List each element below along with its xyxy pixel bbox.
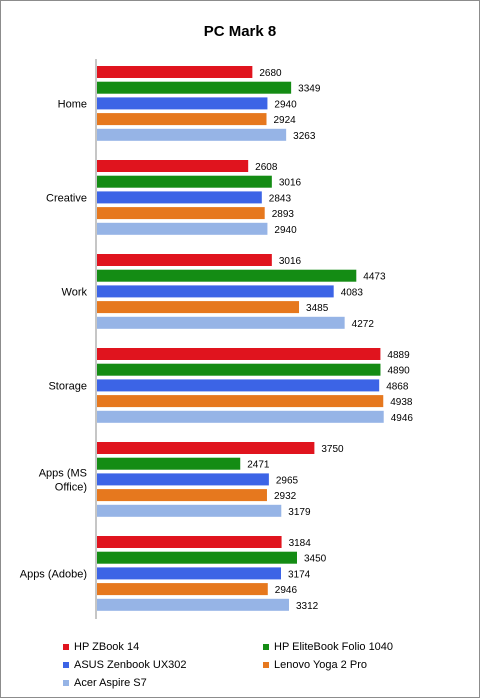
legend-swatch — [263, 662, 269, 668]
data-label: 4946 — [391, 413, 414, 424]
category-label: Home — [58, 98, 87, 110]
data-label: 2924 — [274, 115, 297, 126]
legend-swatch — [63, 680, 69, 686]
category-label: Work — [62, 286, 88, 298]
bar — [97, 551, 297, 564]
bar — [97, 442, 315, 454]
legend-item: ASUS Zenbook UX302 — [63, 659, 187, 671]
bar — [97, 128, 287, 141]
bar-chart-plot: Home26803349294029243263Creative26083016… — [20, 59, 414, 619]
bar — [97, 489, 267, 502]
data-label: 3263 — [293, 131, 316, 142]
legend-label: Acer Aspire S7 — [74, 677, 147, 689]
bar — [97, 301, 300, 314]
category-label: Apps (MS — [39, 467, 87, 479]
category-label: Office) — [55, 481, 87, 493]
legend-label: HP ZBook 14 — [74, 641, 140, 653]
bar — [97, 348, 381, 360]
data-label: 3184 — [289, 538, 312, 549]
category-label: Creative — [46, 192, 87, 204]
bar — [97, 567, 281, 580]
data-label: 2932 — [274, 491, 297, 502]
bar — [97, 473, 269, 486]
data-label: 4889 — [387, 350, 410, 361]
data-label: 4868 — [386, 381, 409, 392]
bar — [97, 316, 345, 329]
chart-title: PC Mark 8 — [203, 23, 277, 40]
category-label: Storage — [48, 380, 87, 392]
data-label: 3450 — [304, 554, 327, 565]
bar — [97, 410, 384, 423]
bar — [97, 583, 268, 596]
legend-label: HP EliteBook Folio 1040 — [274, 641, 394, 653]
data-label: 2843 — [269, 193, 292, 204]
category-label: Apps (Adobe) — [20, 568, 87, 580]
data-label: 2680 — [259, 68, 282, 79]
bar — [97, 254, 272, 266]
legend-swatch — [63, 662, 69, 668]
legend-item: HP ZBook 14 — [63, 641, 139, 653]
bar — [97, 175, 272, 188]
bar — [97, 285, 334, 298]
data-label: 3016 — [279, 256, 302, 267]
data-label: 4473 — [363, 272, 386, 283]
data-label: 4938 — [390, 397, 413, 408]
legend-label: Lenovo Yoga 2 Pro — [274, 659, 367, 671]
data-label: 2893 — [272, 209, 295, 220]
data-label: 2946 — [275, 585, 298, 596]
data-label: 2608 — [255, 162, 278, 173]
bar — [97, 222, 268, 235]
bar — [97, 379, 380, 392]
data-label: 4890 — [387, 366, 410, 377]
legend-swatch — [63, 644, 69, 650]
legend-item: HP EliteBook Folio 1040 — [263, 641, 393, 653]
bar — [97, 191, 262, 204]
bar — [97, 395, 384, 408]
data-label: 3016 — [279, 178, 302, 189]
bar — [97, 207, 265, 220]
bar — [97, 160, 249, 172]
data-label: 2471 — [247, 460, 270, 471]
bar — [97, 81, 292, 94]
data-label: 3312 — [296, 601, 319, 612]
bar — [97, 536, 282, 548]
bar — [97, 97, 268, 110]
data-label: 3179 — [288, 507, 311, 518]
bar — [97, 457, 241, 470]
bar — [97, 269, 357, 282]
data-label: 2940 — [274, 225, 297, 236]
bar — [97, 66, 253, 78]
legend-label: ASUS Zenbook UX302 — [74, 659, 187, 671]
bar — [97, 363, 381, 376]
bar — [97, 504, 282, 517]
bar — [97, 113, 267, 126]
legend-swatch — [263, 644, 269, 650]
data-label: 3349 — [298, 84, 321, 95]
data-label: 3174 — [288, 569, 311, 580]
data-label: 4272 — [352, 319, 375, 330]
data-label: 4083 — [341, 287, 364, 298]
data-label: 3750 — [321, 444, 344, 455]
legend-item: Acer Aspire S7 — [63, 677, 147, 689]
bar — [97, 598, 289, 611]
legend-item: Lenovo Yoga 2 Pro — [263, 659, 367, 671]
data-label: 2965 — [276, 475, 299, 486]
data-label: 3485 — [306, 303, 329, 314]
data-label: 2940 — [274, 99, 297, 110]
